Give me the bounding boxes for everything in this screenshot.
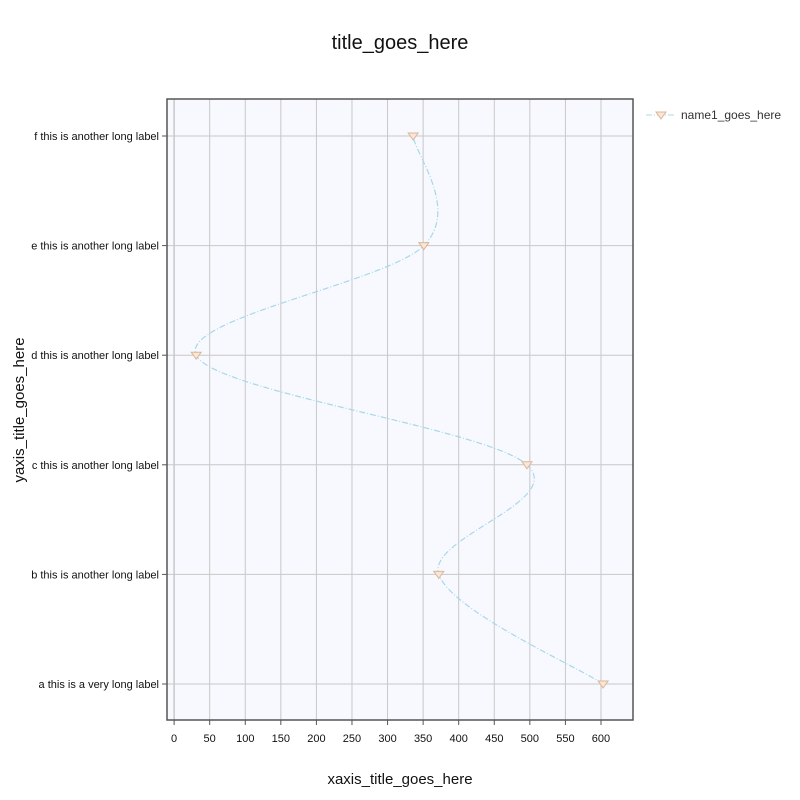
data-point-marker bbox=[597, 680, 610, 689]
x-tick-label: 200 bbox=[307, 733, 325, 745]
series-layer bbox=[190, 132, 610, 689]
x-tick-label: 600 bbox=[592, 733, 610, 745]
y-axis-title: yaxis_title_goes_here bbox=[11, 337, 28, 482]
x-tick-label: 350 bbox=[414, 733, 432, 745]
data-point-marker bbox=[190, 351, 203, 361]
plot-background bbox=[167, 99, 633, 720]
x-axis-title: xaxis_title_goes_here bbox=[327, 771, 472, 788]
data-point-marker bbox=[432, 570, 445, 580]
y-tick-label: b this is another long label bbox=[31, 569, 159, 581]
tick-labels: 0 50 100 150 200 250 300 350 400 450 500 550 600 a th… bbox=[31, 131, 610, 745]
y-tick-label: d this is another long label bbox=[31, 350, 159, 362]
x-tick-label: 500 bbox=[521, 733, 539, 745]
data-point-marker bbox=[417, 242, 430, 251]
data-point-marker bbox=[407, 132, 420, 141]
x-tick-label: 400 bbox=[450, 733, 468, 745]
x-tick-label: 300 bbox=[378, 733, 396, 745]
x-tick-label: 150 bbox=[272, 733, 290, 745]
x-tick-label: 550 bbox=[556, 733, 574, 745]
x-tick-label: 250 bbox=[343, 733, 361, 745]
legend: name1_goes_here bbox=[646, 108, 781, 122]
series-line bbox=[194, 135, 604, 685]
y-tick-label: a this is a very long label bbox=[39, 679, 159, 691]
y-tick-label: c this is another long label bbox=[32, 460, 159, 472]
chart-title: title_goes_here bbox=[332, 32, 469, 54]
y-tick-label: f this is another long label bbox=[34, 131, 159, 143]
legend-marker-triangle-icon bbox=[655, 111, 667, 120]
legend-label: name1_goes_here bbox=[681, 108, 781, 122]
plot-frame bbox=[166, 98, 634, 721]
y-tick-label: e this is another long label bbox=[31, 241, 159, 253]
x-tick-label: 50 bbox=[204, 733, 216, 745]
x-tick-label: 0 bbox=[171, 733, 177, 745]
x-tick-label: 450 bbox=[485, 733, 503, 745]
data-point-marker bbox=[521, 461, 533, 470]
x-tick-label: 100 bbox=[236, 733, 254, 745]
